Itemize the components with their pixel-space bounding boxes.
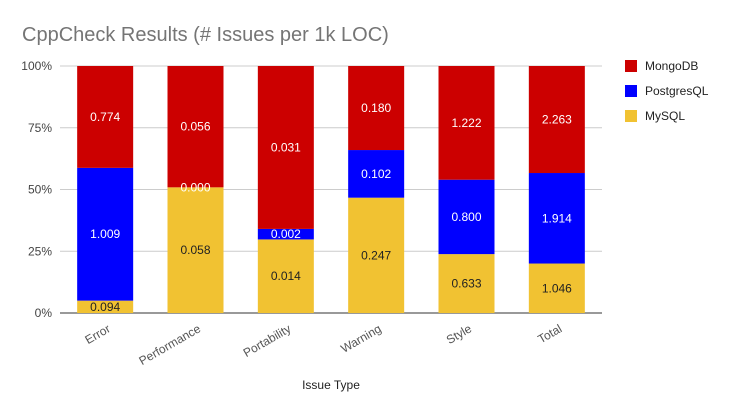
- bar-segment: [528, 173, 585, 264]
- bars: [77, 66, 585, 313]
- gridlines: [60, 65, 602, 314]
- data-label: 0.102: [361, 167, 391, 181]
- bar-segment: [257, 239, 314, 313]
- chart-title: CppCheck Results (# Issues per 1k LOC): [22, 24, 389, 46]
- x-tick-label: Error: [83, 321, 113, 346]
- data-label: 0.633: [451, 277, 481, 291]
- data-label: 0.774: [90, 110, 120, 124]
- data-label: 0.002: [271, 227, 301, 241]
- bar-segment: [438, 66, 495, 180]
- bar-segment: [348, 150, 405, 198]
- bar-segment: [438, 179, 495, 255]
- x-axis-label: Issue Type: [302, 378, 360, 392]
- data-label: 0.247: [361, 248, 391, 262]
- x-axis-ticks: Error Performance Portability Warning Style T…: [83, 321, 565, 368]
- x-tick-label: Portability: [241, 321, 294, 359]
- y-axis-ticks: 0% 25% 50% 75% 100%: [21, 59, 52, 320]
- legend: MongoDB PostgresQL MySQL: [625, 59, 709, 123]
- legend-swatch: [625, 110, 637, 122]
- bar-segment: [77, 300, 134, 313]
- data-label: 1.009: [90, 227, 120, 241]
- data-label: 1.222: [451, 116, 481, 130]
- bar-segment: [257, 228, 314, 240]
- bar-segment: [167, 187, 224, 313]
- data-label: 0.058: [180, 243, 210, 257]
- legend-label: MySQL: [645, 109, 685, 123]
- legend-swatch: [625, 60, 637, 72]
- y-tick-label: 25%: [28, 244, 52, 258]
- data-label: 0.000: [180, 180, 210, 194]
- legend-label: MongoDB: [645, 59, 698, 73]
- y-tick-label: 0%: [35, 306, 53, 320]
- x-tick-label: Performance: [137, 321, 204, 368]
- data-label: 2.263: [542, 113, 572, 127]
- bar-segment: [438, 254, 495, 313]
- data-label: 1.046: [542, 281, 572, 295]
- bar-segment: [528, 263, 585, 313]
- data-label: 0.180: [361, 101, 391, 115]
- data-label: 0.800: [451, 210, 481, 224]
- y-tick-label: 50%: [28, 183, 52, 197]
- x-tick-label: Warning: [338, 321, 383, 355]
- legend-label: PostgresQL: [645, 84, 709, 98]
- bar-segment: [77, 66, 134, 168]
- y-tick-label: 100%: [21, 59, 52, 73]
- bar-segment: [167, 66, 224, 188]
- x-tick-label: Total: [535, 321, 564, 346]
- data-label: 0.014: [271, 269, 301, 283]
- data-label: 0.056: [180, 120, 210, 134]
- data-labels: 0.094 1.009 0.774 0.058 0.000 0.056 0.014 0.002…: [90, 101, 572, 314]
- bar-segment: [348, 66, 405, 151]
- bar-segment: [77, 167, 134, 301]
- bar-segment: [348, 197, 405, 313]
- bar-segment: [257, 66, 314, 229]
- legend-swatch: [625, 85, 637, 97]
- data-label: 0.031: [271, 140, 301, 154]
- x-tick-label: Style: [444, 321, 474, 347]
- bar-segment: [528, 66, 585, 174]
- data-label: 1.914: [542, 211, 572, 225]
- y-tick-label: 75%: [28, 121, 52, 135]
- data-label: 0.094: [90, 300, 120, 314]
